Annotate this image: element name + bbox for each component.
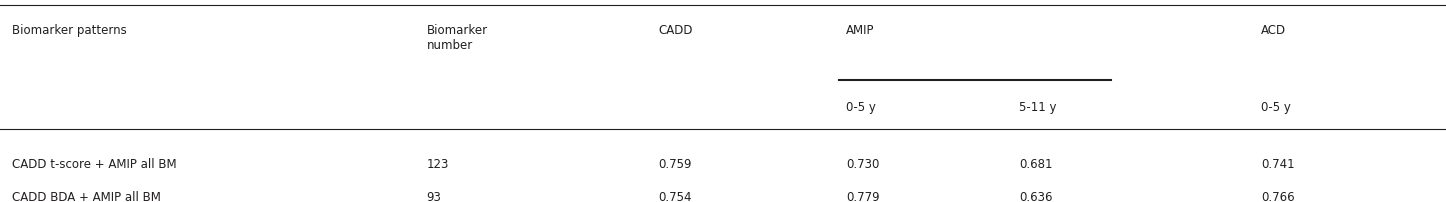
Text: Biomarker patterns: Biomarker patterns xyxy=(12,24,126,37)
Text: 0.681: 0.681 xyxy=(1019,158,1053,170)
Text: CADD BDA + AMIP all BM: CADD BDA + AMIP all BM xyxy=(12,190,161,202)
Text: 0.636: 0.636 xyxy=(1019,190,1053,202)
Text: 93: 93 xyxy=(427,190,441,202)
Text: CADD: CADD xyxy=(658,24,693,37)
Text: Biomarker
number: Biomarker number xyxy=(427,24,487,52)
Text: 0.766: 0.766 xyxy=(1261,190,1294,202)
Text: AMIP: AMIP xyxy=(846,24,875,37)
Text: 0.754: 0.754 xyxy=(658,190,691,202)
Text: 0-5 y: 0-5 y xyxy=(846,101,876,114)
Text: 0.779: 0.779 xyxy=(846,190,879,202)
Text: 0.730: 0.730 xyxy=(846,158,879,170)
Text: 0.741: 0.741 xyxy=(1261,158,1294,170)
Text: 5-11 y: 5-11 y xyxy=(1019,101,1057,114)
Text: 0-5 y: 0-5 y xyxy=(1261,101,1291,114)
Text: CADD t-score + AMIP all BM: CADD t-score + AMIP all BM xyxy=(12,158,176,170)
Text: 0.759: 0.759 xyxy=(658,158,691,170)
Text: 123: 123 xyxy=(427,158,448,170)
Text: ACD: ACD xyxy=(1261,24,1285,37)
